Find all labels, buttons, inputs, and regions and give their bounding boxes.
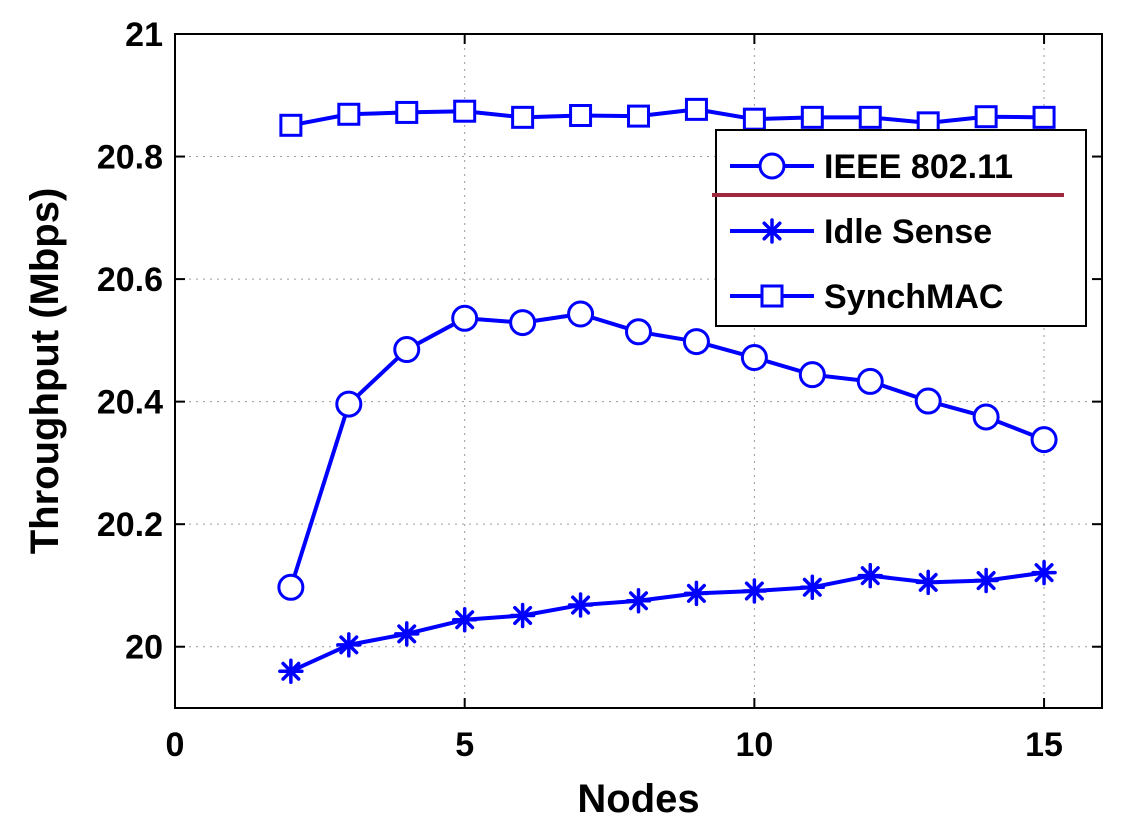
data-point-idle-sense xyxy=(394,621,420,647)
y-tick-label: 20.6 xyxy=(97,261,163,299)
asterisk-stroke xyxy=(744,581,764,601)
data-point-idle-sense xyxy=(625,588,652,614)
y-tick-label: 21 xyxy=(125,16,163,54)
data-point-ieee-802-11 xyxy=(682,328,710,356)
data-point-idle-sense xyxy=(857,562,883,589)
data-point-idle-sense xyxy=(799,574,826,601)
data-point-ieee-802-11 xyxy=(567,300,595,328)
data-point-idle-sense xyxy=(1031,559,1057,586)
asterisk-stroke xyxy=(339,635,359,655)
legend: IEEE 802.11 Idle Sense SynchMAC xyxy=(712,129,1087,327)
y-tick-label: 20.2 xyxy=(97,506,163,544)
asterisk-stroke xyxy=(976,571,996,591)
asterisk-stroke xyxy=(571,595,591,615)
data-point-ieee-802-11 xyxy=(1030,426,1058,454)
y-tick-label: 20.8 xyxy=(97,139,163,177)
data-point-ieee-802-11 xyxy=(625,318,652,346)
data-point-synchmac xyxy=(337,102,361,126)
data-point-ieee-802-11 xyxy=(335,390,363,418)
legend-label-synchmac: SynchMAC xyxy=(824,278,1003,316)
data-point-ieee-802-11 xyxy=(914,387,942,415)
data-point-synchmac xyxy=(974,105,998,129)
axis-ticks: 20 20.2 20.4 20.6 20.8 21 0 5 10 15 xyxy=(97,16,1102,764)
data-point-ieee-802-11 xyxy=(277,573,305,601)
x-tick-label: 5 xyxy=(455,726,474,764)
data-point-synchmac xyxy=(684,97,708,121)
data-point-synchmac xyxy=(453,99,477,123)
series-ieee-802-11 xyxy=(277,300,1058,601)
data-point-ieee-802-11 xyxy=(972,403,1000,431)
data-point-synchmac xyxy=(858,105,882,129)
asterisk-stroke xyxy=(513,605,533,626)
y-tick-label: 20 xyxy=(125,629,163,667)
data-point-synchmac xyxy=(569,103,593,127)
legend-label-ieee-802-11: IEEE 802.11 xyxy=(824,148,1013,186)
series-synchmac xyxy=(279,97,1056,137)
asterisk-stroke xyxy=(918,572,938,592)
data-point-synchmac xyxy=(511,105,535,129)
legend-marker-synchmac xyxy=(760,284,784,308)
asterisk-stroke xyxy=(281,661,301,681)
data-point-idle-sense xyxy=(567,592,594,618)
plot-frame xyxy=(174,33,1103,709)
data-point-ieee-802-11 xyxy=(393,336,421,364)
asterisk-stroke xyxy=(628,591,649,611)
asterisk-stroke xyxy=(1034,563,1054,583)
data-point-idle-sense xyxy=(915,569,941,596)
asterisk-stroke xyxy=(860,566,880,586)
asterisk-stroke xyxy=(762,221,782,241)
data-point-synchmac xyxy=(800,105,824,129)
asterisk-stroke xyxy=(802,577,822,597)
y-axis-label: Throughput (Mbps) xyxy=(23,188,67,555)
series-idle-sense xyxy=(278,559,1057,684)
data-point-synchmac xyxy=(279,113,303,137)
y-tick-label: 20.4 xyxy=(97,384,163,422)
legend-marker-idle-sense xyxy=(759,218,785,244)
data-point-idle-sense xyxy=(973,567,999,594)
x-tick-label: 0 xyxy=(166,726,185,764)
legend-label-idle-sense: Idle Sense xyxy=(824,213,992,251)
data-point-idle-sense xyxy=(683,580,710,607)
asterisk-stroke xyxy=(397,624,417,644)
x-axis-label: Nodes xyxy=(577,777,699,821)
data-point-idle-sense xyxy=(336,632,362,658)
x-tick-label: 10 xyxy=(735,726,773,764)
asterisk-stroke xyxy=(686,583,706,603)
data-point-idle-sense xyxy=(509,602,536,629)
data-point-synchmac xyxy=(627,104,650,128)
data-point-idle-sense xyxy=(278,658,304,684)
data-point-ieee-802-11 xyxy=(798,361,826,389)
series-layer xyxy=(277,97,1058,684)
data-point-ieee-802-11 xyxy=(856,367,884,395)
data-point-idle-sense xyxy=(451,607,478,633)
data-point-ieee-802-11 xyxy=(451,304,479,332)
asterisk-stroke xyxy=(455,610,475,630)
data-point-synchmac xyxy=(1032,105,1056,129)
x-tick-label: 15 xyxy=(1025,726,1063,764)
legend-marker-ieee-802-11 xyxy=(758,152,786,180)
data-point-ieee-802-11 xyxy=(509,309,537,337)
data-point-synchmac xyxy=(395,100,419,124)
data-point-synchmac xyxy=(742,107,766,131)
data-point-ieee-802-11 xyxy=(740,344,768,372)
data-point-idle-sense xyxy=(741,578,768,604)
